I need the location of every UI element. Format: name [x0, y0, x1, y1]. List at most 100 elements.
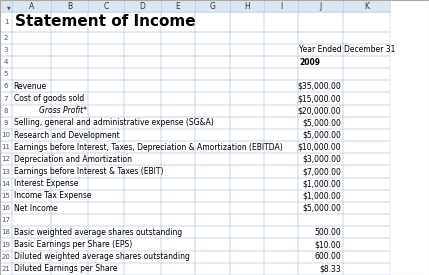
Bar [298, 32, 343, 44]
Bar [12, 44, 51, 56]
Bar [343, 105, 390, 117]
Bar [161, 226, 195, 238]
Bar [12, 153, 51, 166]
Bar [0, 68, 12, 80]
Bar [12, 12, 51, 32]
Bar [343, 238, 390, 251]
Bar [343, 178, 390, 190]
Bar [161, 32, 195, 44]
Text: Revenue: Revenue [14, 82, 47, 91]
Bar [88, 56, 124, 68]
Bar [298, 214, 343, 226]
Text: $5,000.00: $5,000.00 [302, 131, 341, 140]
Bar [0, 129, 12, 141]
Bar [230, 129, 264, 141]
Text: A: A [29, 2, 34, 10]
Bar [51, 32, 88, 44]
Bar [161, 68, 195, 80]
Text: 12: 12 [2, 156, 10, 163]
Bar [88, 214, 124, 226]
Bar [88, 263, 124, 275]
Text: D: D [140, 2, 145, 10]
Bar [298, 68, 343, 80]
Bar [298, 153, 343, 166]
Bar [124, 166, 161, 178]
Bar [12, 238, 51, 251]
Bar [12, 190, 51, 202]
Bar [0, 214, 12, 226]
Bar [51, 129, 88, 141]
Bar [51, 80, 88, 92]
Text: Year Ended December 31: Year Ended December 31 [299, 45, 396, 54]
Bar [51, 190, 88, 202]
Bar [51, 153, 88, 166]
Bar [124, 56, 161, 68]
Bar [124, 238, 161, 251]
Bar [161, 251, 195, 263]
Bar [195, 92, 230, 105]
Bar [264, 178, 298, 190]
Bar [0, 44, 12, 56]
Bar [343, 226, 390, 238]
Bar [51, 141, 88, 153]
Bar [195, 80, 230, 92]
Text: 17: 17 [2, 217, 10, 223]
Bar [124, 166, 161, 178]
Bar [88, 32, 124, 44]
Bar [88, 153, 124, 166]
Bar [195, 166, 230, 178]
Bar [12, 178, 51, 190]
Text: 7: 7 [4, 95, 8, 101]
Bar [264, 0, 298, 12]
Bar [230, 12, 264, 32]
Bar [12, 226, 51, 238]
Bar [298, 153, 343, 166]
Bar [161, 153, 195, 166]
Bar [12, 202, 51, 214]
Bar [124, 202, 161, 214]
Text: 11: 11 [2, 144, 10, 150]
Bar [343, 178, 390, 190]
Bar [298, 166, 343, 178]
Bar [161, 32, 195, 44]
Bar [343, 238, 390, 251]
Bar [343, 0, 390, 12]
Bar [264, 214, 298, 226]
Bar [12, 166, 51, 178]
Bar [124, 153, 161, 166]
Bar [298, 56, 343, 68]
Bar [0, 178, 12, 190]
Bar [264, 44, 298, 56]
Bar [343, 251, 390, 263]
Bar [264, 190, 298, 202]
Bar [230, 153, 264, 166]
Bar [195, 238, 230, 251]
Bar [0, 202, 12, 214]
Bar [88, 190, 124, 202]
Bar [51, 0, 88, 12]
Bar [124, 226, 161, 238]
Text: 2009: 2009 [299, 57, 320, 67]
Bar [298, 178, 343, 190]
Bar [230, 0, 264, 12]
Bar [298, 202, 343, 214]
Text: $15,000.00: $15,000.00 [298, 94, 341, 103]
Text: Gross Profit*: Gross Profit* [39, 106, 88, 115]
Text: 14: 14 [2, 181, 10, 187]
Bar [124, 251, 161, 263]
Bar [88, 80, 124, 92]
Bar [0, 238, 12, 251]
Bar [12, 12, 51, 32]
Bar [343, 129, 390, 141]
Bar [51, 202, 88, 214]
Bar [264, 0, 298, 12]
Bar [195, 226, 230, 238]
Bar [88, 0, 124, 12]
Bar [88, 92, 124, 105]
Bar [195, 0, 230, 12]
Bar [230, 32, 264, 44]
Bar [88, 251, 124, 263]
Bar [264, 56, 298, 68]
Bar [88, 105, 124, 117]
Text: J: J [320, 2, 322, 10]
